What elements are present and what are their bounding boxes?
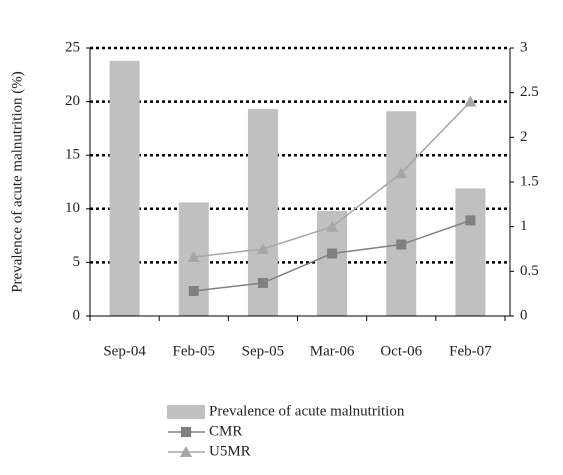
y-tick-label: 15 xyxy=(65,147,80,163)
legend-label: U5MR xyxy=(209,443,251,459)
point xyxy=(464,95,477,107)
x-tick-label: Feb-05 xyxy=(173,343,216,359)
y2-tick-label: 3 xyxy=(520,39,528,55)
point xyxy=(187,251,200,263)
point xyxy=(395,167,408,179)
legend-label: CMR xyxy=(209,423,242,439)
y-tick-label: 25 xyxy=(65,39,80,55)
y-tick-label: 0 xyxy=(73,307,81,323)
x-tick-label: Sep-04 xyxy=(103,343,146,359)
bar xyxy=(386,111,417,316)
y2-tick-label: 0.5 xyxy=(520,263,539,279)
point xyxy=(396,239,407,250)
point xyxy=(257,277,268,288)
y2-tick-label: 2 xyxy=(520,129,528,145)
point xyxy=(465,215,476,226)
point xyxy=(256,243,269,254)
y-axis-label: Prevalence of acute malnutrition (%) xyxy=(9,71,25,293)
x-tick-label: Feb-07 xyxy=(449,343,492,359)
y-tick-label: 10 xyxy=(65,200,80,216)
legend-marker xyxy=(181,427,191,437)
y2-tick-label: 1.5 xyxy=(520,173,539,189)
y-tick-label: 5 xyxy=(73,254,81,270)
legend-swatch xyxy=(167,405,205,419)
x-tick-label: Sep-05 xyxy=(242,343,285,359)
bar xyxy=(109,60,140,316)
x-tick-label: Mar-06 xyxy=(310,343,355,359)
y2-tick-label: 2.5 xyxy=(520,84,539,100)
y2-tick-label: 0 xyxy=(520,307,528,323)
y-tick-label: 20 xyxy=(65,93,80,109)
legend-label: Prevalence of acute malnutrition xyxy=(209,403,405,419)
point xyxy=(326,220,339,232)
bar xyxy=(455,188,486,316)
y2-tick-label: 1 xyxy=(520,218,528,234)
point xyxy=(327,248,338,259)
point xyxy=(188,285,199,296)
x-tick-label: Oct-06 xyxy=(380,343,422,359)
legend-marker xyxy=(180,446,192,457)
